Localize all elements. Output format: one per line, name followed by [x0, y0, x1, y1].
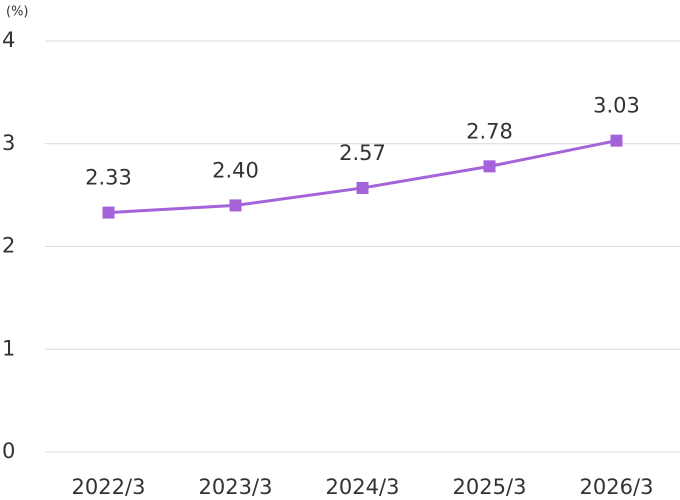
y-tick-label: 0: [2, 439, 15, 463]
marker: [356, 181, 369, 194]
y-tick-label: 2: [2, 234, 15, 258]
marker: [102, 206, 115, 219]
x-tick-label: 2026/3: [580, 475, 654, 499]
y-tick-label: 3: [2, 131, 15, 155]
x-tick-label: 2022/3: [72, 475, 146, 499]
y-axis-label: (%): [6, 5, 29, 20]
marker: [610, 134, 623, 147]
marker: [229, 199, 242, 212]
data-label: 2.78: [466, 119, 513, 143]
data-label: 2.40: [212, 158, 259, 182]
x-tick-label: 2023/3: [199, 475, 273, 499]
marker: [483, 160, 496, 173]
x-tick-label: 2024/3: [326, 475, 400, 499]
y-tick-label: 4: [2, 28, 15, 52]
x-tick-label: 2025/3: [453, 475, 527, 499]
data-label: 2.57: [339, 141, 386, 165]
y-tick-label: 1: [2, 336, 15, 360]
data-label: 3.03: [593, 94, 640, 118]
data-label: 2.33: [85, 166, 132, 190]
